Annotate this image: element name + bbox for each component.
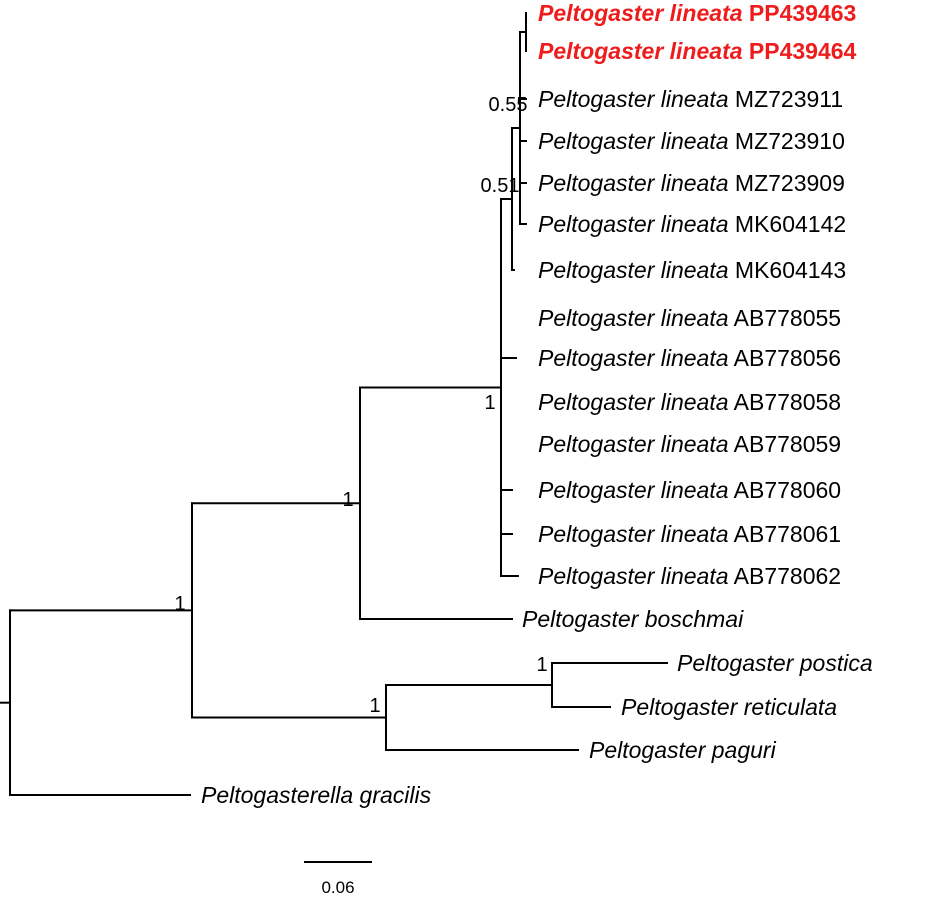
tip-label-t4: Peltogaster lineata MZ723910 [538,128,845,154]
tip-label-t13: Peltogaster lineata AB778061 [538,521,841,547]
accession-number: MK604143 [729,257,847,283]
accession-number: MZ723909 [729,170,845,196]
tip-label-t9: Peltogaster lineata AB778056 [538,345,841,371]
tip-label-t15: Peltogaster boschmai [522,606,744,632]
tree-branches [0,12,668,796]
tip-label-t7: Peltogaster lineata MK604143 [538,257,846,283]
taxon-name: Peltogaster lineata [538,563,729,589]
accession-number: PP439463 [743,0,857,26]
taxon-name: Peltogaster paguri [589,737,777,763]
tip-label-t19: Peltogasterella gracilis [201,782,432,808]
accession-number: AB778062 [729,563,842,589]
taxon-name: Peltogaster reticulata [621,694,837,720]
tip-label-t8: Peltogaster lineata AB778055 [538,305,841,331]
taxon-name: Peltogaster lineata [538,38,743,64]
taxon-name: Peltogasterella gracilis [201,782,432,808]
support-value-ingrp: 1 [174,593,185,615]
tip-label-t12: Peltogaster lineata AB778060 [538,477,841,503]
scale-bar: 0.06 [304,861,372,897]
accession-number: AB778056 [729,345,842,371]
tip-label-t3: Peltogaster lineata MZ723911 [538,86,843,112]
accession-number: MK604142 [729,211,847,237]
taxon-name: Peltogaster lineata [538,521,729,547]
accession-number: MZ723910 [729,128,845,154]
taxon-name: Peltogaster lineata [538,389,729,415]
taxon-name: Peltogaster lineata [538,128,729,154]
taxon-name: Peltogaster lineata [538,257,729,283]
tip-label-t5: Peltogaster lineata MZ723909 [538,170,845,196]
tip-label-t10: Peltogaster lineata AB778058 [538,389,841,415]
taxon-name: Peltogaster lineata [538,170,729,196]
accession-number: MZ723911 [729,86,844,112]
support-value-pr: 1 [536,654,547,676]
accession-number: AB778058 [729,389,842,415]
tip-labels: Peltogaster lineata PP439463Peltogaster … [201,0,873,808]
accession-number: PP439464 [743,38,857,64]
support-value-bl: 1 [342,489,353,511]
taxon-name: Peltogaster lineata [538,305,729,331]
tip-label-t6: Peltogaster lineata MK604142 [538,211,846,237]
accession-number: AB778059 [729,431,842,457]
taxon-name: Peltogaster lineata [538,477,729,503]
tip-label-t11: Peltogaster lineata AB778059 [538,431,841,457]
tip-label-t16: Peltogaster postica [677,650,873,676]
taxon-name: Peltogaster boschmai [522,606,744,632]
accession-number: AB778055 [729,305,842,331]
accession-number: AB778060 [729,477,842,503]
support-value-n055: 0.55 [489,94,528,116]
tip-label-t18: Peltogaster paguri [589,737,777,763]
tip-label-t14: Peltogaster lineata AB778062 [538,563,841,589]
scale-bar-label: 0.06 [321,878,354,897]
accession-number: AB778061 [729,521,842,547]
tip-label-t17: Peltogaster reticulata [621,694,837,720]
taxon-name: Peltogaster lineata [538,86,729,112]
taxon-name: Peltogaster lineata [538,0,743,26]
support-values: 1 1 1 0.51 0.55 1 1 [174,94,547,717]
support-value-pg: 1 [369,695,380,717]
tip-label-t2: Peltogaster lineata PP439464 [538,38,857,64]
support-value-n051: 0.51 [481,175,520,197]
taxon-name: Peltogaster lineata [538,431,729,457]
taxon-name: Peltogaster lineata [538,345,729,371]
taxon-name: Peltogaster postica [677,650,873,676]
support-value-lin: 1 [484,392,495,414]
tip-label-t1: Peltogaster lineata PP439463 [538,0,856,26]
taxon-name: Peltogaster lineata [538,211,729,237]
